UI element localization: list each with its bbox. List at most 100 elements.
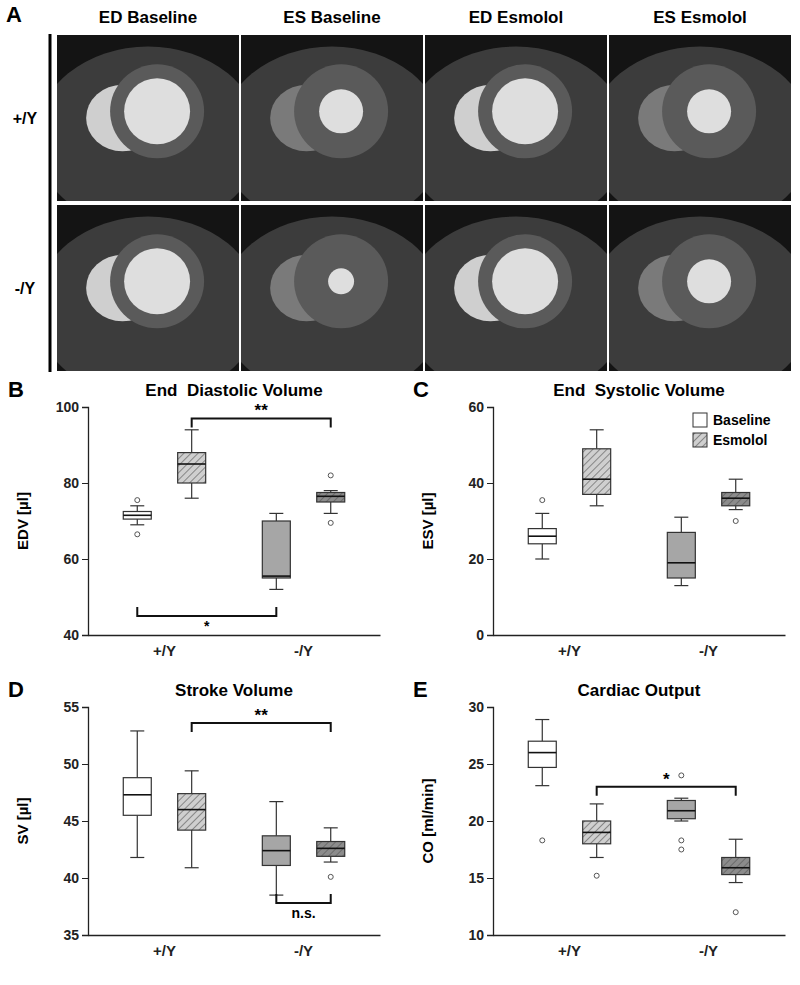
box-body: [667, 800, 695, 818]
whisker-cap-low: [590, 857, 604, 858]
outlier: [328, 874, 333, 879]
box: [123, 498, 151, 537]
y-tick-mark: [487, 635, 493, 636]
x-axis: +/Y-/Y: [494, 936, 786, 959]
y-tick-mark: [82, 407, 88, 408]
y-tick-mark: [487, 764, 493, 765]
x-tick: -/Y: [294, 642, 313, 659]
whisker-cap-high: [590, 803, 604, 804]
box-body: [528, 741, 556, 767]
whisker-high: [137, 731, 138, 778]
image-tissue: [241, 47, 423, 201]
box-body: [123, 778, 151, 816]
x-tick: +/Y: [153, 942, 176, 959]
box-median: [583, 832, 611, 834]
y-tick: 35: [63, 927, 88, 943]
plot-marks: [123, 731, 344, 895]
legend-label: Esmolol: [713, 432, 767, 448]
box-body: [667, 532, 695, 578]
panel-label: A: [6, 2, 22, 27]
panel-label: C: [413, 377, 429, 402]
image-tissue: [609, 47, 791, 201]
y-tick: 40: [63, 870, 88, 886]
box-median: [123, 794, 151, 796]
box-median: [528, 752, 556, 754]
y-axis: 40 60 80 100: [56, 399, 89, 643]
row-bar: [49, 34, 52, 372]
y-tick-label: 10: [468, 927, 484, 943]
whisker-low: [330, 502, 331, 513]
y-tick-label: 15: [468, 870, 484, 886]
chart-title: Cardiac Output: [578, 681, 701, 700]
x-tick-label: -/Y: [699, 642, 718, 659]
y-tick: 30: [468, 699, 493, 715]
box: [178, 771, 206, 868]
image-tissue: [241, 217, 423, 371]
whisker-high: [681, 517, 682, 532]
whisker-cap-low: [130, 857, 144, 858]
box-body: [123, 512, 151, 520]
significance-label: n.s.: [291, 905, 315, 921]
whisker-cap-low: [729, 882, 743, 883]
image-lv: [492, 248, 558, 314]
box: [583, 804, 611, 878]
y-axis-title: ESV [µl]: [419, 493, 436, 550]
whisker-cap-low: [269, 589, 283, 590]
box-median: [317, 848, 345, 850]
series-0: [123, 731, 290, 895]
significance-label: *: [204, 618, 210, 634]
whisker-low: [596, 844, 597, 858]
whisker-low: [137, 519, 138, 525]
x-axis-line: [89, 935, 381, 936]
box: [262, 513, 290, 589]
box: [667, 517, 695, 585]
box-median: [123, 514, 151, 516]
image-myocardium: [294, 64, 388, 158]
y-tick-mark: [82, 764, 88, 765]
box-body: [178, 453, 206, 483]
image-tissue: [425, 47, 607, 201]
outlier: [328, 473, 333, 478]
y-tick-mark: [82, 821, 88, 822]
plot-marks: [528, 720, 749, 915]
x-tick-label: +/Y: [558, 642, 581, 659]
y-tick-label: 60: [63, 551, 79, 567]
series-1: [178, 430, 345, 526]
y-axis: 3540455055: [63, 699, 88, 943]
whisker-cap-high: [729, 839, 743, 840]
whisker-cap-high: [185, 429, 199, 430]
box-median: [722, 867, 750, 869]
whisker-cap-low: [590, 505, 604, 506]
outlier: [135, 498, 140, 503]
image-tissue: [57, 217, 239, 371]
y-tick: 80: [63, 475, 88, 491]
y-tick: 45: [63, 813, 88, 829]
chart-title: End Diastolic Volume: [145, 381, 322, 400]
x-tick-label: -/Y: [294, 942, 313, 959]
y-tick: 40: [63, 627, 88, 643]
x-tick: -/Y: [699, 942, 718, 959]
box-chart: BEnd Diastolic Volume406080100+/Y-/Y***E…: [8, 377, 381, 659]
y-tick-mark: [487, 821, 493, 822]
y-axis-title: SV [µl]: [14, 798, 31, 845]
image-tissue: [609, 217, 791, 371]
box-body: [262, 836, 290, 866]
y-tick: 100: [56, 399, 88, 415]
whisker-cap-high: [729, 479, 743, 480]
y-tick: 25: [468, 756, 493, 772]
outlier: [733, 519, 738, 524]
outlier: [733, 910, 738, 915]
y-axis-line: [82, 708, 89, 936]
column-header: ED Esmolol: [469, 8, 563, 27]
box-body: [178, 794, 206, 830]
box-median: [178, 809, 206, 811]
whisker-cap-high: [269, 513, 283, 514]
whisker-cap-low: [130, 524, 144, 525]
y-axis-line: [82, 408, 89, 636]
y-tick-mark: [487, 559, 493, 560]
mri-image: [57, 205, 239, 371]
whisker-high: [542, 720, 543, 742]
box: [317, 828, 345, 880]
whisker-cap-low: [674, 820, 688, 821]
box-median: [317, 495, 345, 497]
